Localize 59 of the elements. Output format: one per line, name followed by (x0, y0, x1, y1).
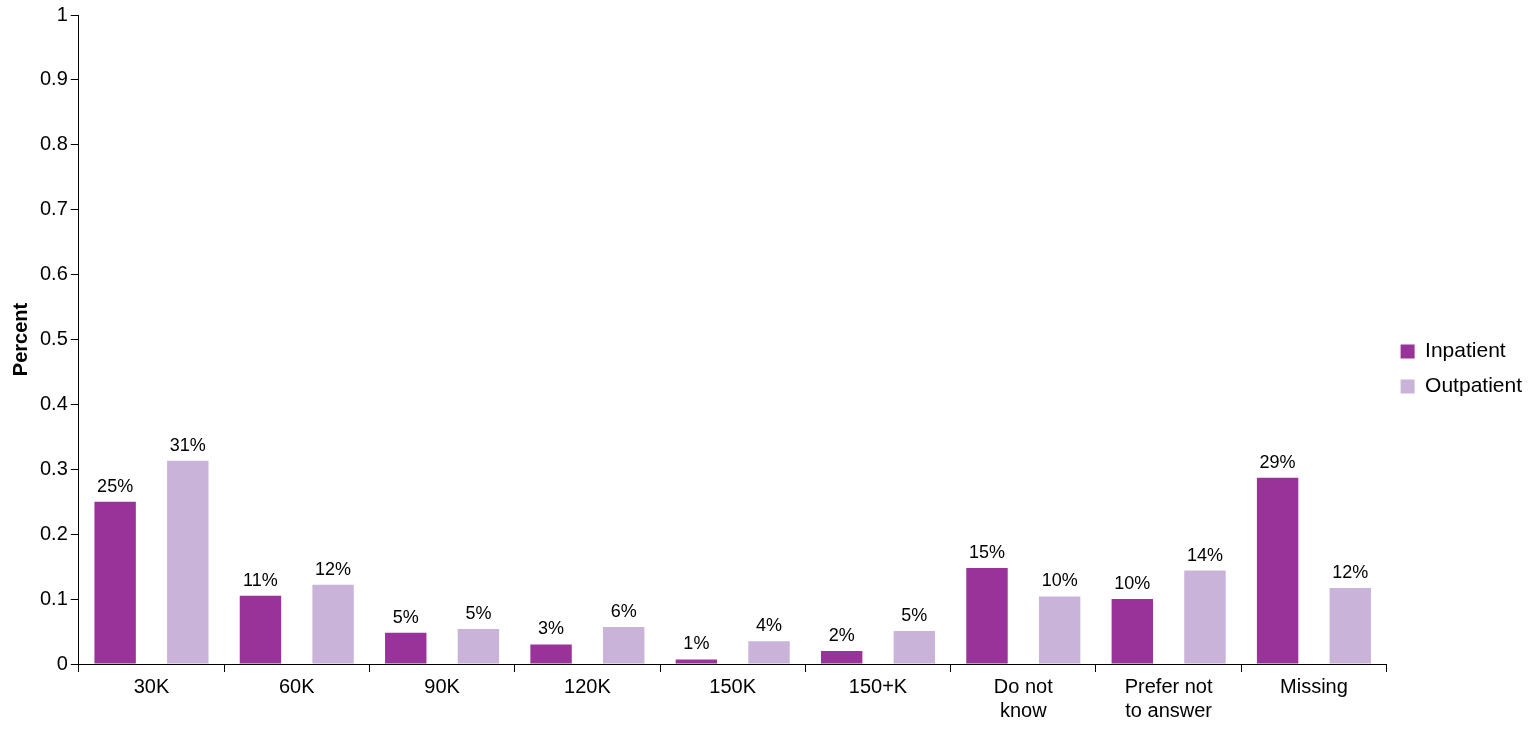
data-label: 14% (1186, 544, 1223, 565)
data-label: 5% (901, 604, 928, 625)
data-label: 12% (315, 558, 352, 579)
x-tick-label: 30K (133, 674, 170, 697)
bar (1256, 477, 1299, 664)
data-label: 31% (169, 434, 206, 455)
bar (239, 595, 282, 664)
data-label: 2% (828, 624, 855, 645)
bar (820, 651, 863, 664)
data-label: 12% (1332, 562, 1369, 583)
y-tick-label: 0.1 (39, 586, 68, 609)
bar (312, 584, 354, 664)
bar (457, 628, 500, 664)
y-tick-label: 0.9 (39, 67, 68, 90)
data-label: 3% (538, 618, 565, 639)
bar (966, 567, 1008, 664)
y-tick-label: 0.3 (39, 456, 68, 479)
x-tick-label: 60K (278, 674, 316, 697)
bar (1111, 599, 1154, 664)
bar (1329, 588, 1371, 664)
y-tick-label: 0 (56, 651, 68, 674)
data-label: 10% (1041, 570, 1078, 591)
data-label: 5% (465, 602, 492, 623)
data-label: 6% (610, 600, 637, 621)
data-label: 1% (683, 633, 710, 654)
x-tick-label: 150K (709, 674, 757, 697)
y-tick-label: 0.4 (39, 391, 68, 414)
bar (748, 641, 790, 664)
bar (675, 659, 718, 664)
data-label: 10% (1114, 573, 1151, 594)
x-tick-label: Missing (1280, 674, 1348, 697)
y-tick-label: 0.8 (39, 132, 68, 155)
y-tick-label: 0.2 (39, 521, 68, 544)
data-label: 25% (97, 475, 134, 496)
bar (893, 630, 936, 664)
bar (94, 501, 136, 664)
x-tick-label: 150+K (848, 674, 908, 697)
y-tick-label: 0.5 (39, 327, 68, 350)
legend-label: Outpatient (1425, 373, 1523, 397)
bar (385, 632, 427, 664)
bar (1038, 596, 1081, 664)
x-tick-label: Do not know (993, 674, 1054, 721)
y-axis-title: Percent (8, 302, 31, 377)
y-tick-label: 0.6 (39, 262, 68, 285)
data-label: 5% (392, 606, 419, 627)
x-tick-label: 120K (564, 674, 612, 697)
y-tick-label: 1 (56, 2, 68, 25)
x-tick-label: 90K (424, 674, 461, 697)
data-label: 4% (756, 615, 783, 636)
bar (603, 627, 645, 664)
bar (167, 460, 209, 664)
bar (530, 644, 572, 664)
bar (1184, 570, 1226, 664)
data-label: 11% (243, 569, 278, 590)
data-label: 15% (968, 541, 1006, 562)
data-label: 29% (1259, 451, 1296, 472)
legend-label: Inpatient (1425, 338, 1506, 362)
x-tick-label: Prefer not to answer (1124, 674, 1213, 721)
y-tick-label: 0.7 (39, 197, 68, 220)
